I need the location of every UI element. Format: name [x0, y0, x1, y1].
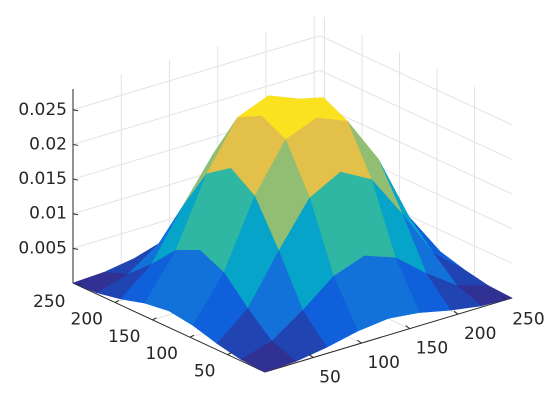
x-tick — [405, 325, 411, 330]
y-tick — [77, 282, 82, 286]
y-tick-label: 50 — [194, 362, 216, 382]
surface-patch — [240, 340, 297, 373]
x-tick — [308, 354, 314, 358]
y-tick-label: 150 — [108, 327, 140, 347]
y-tick-label: 100 — [146, 344, 178, 364]
x-tick — [357, 339, 362, 344]
x-tick — [501, 296, 507, 301]
x-tick-label: 250 — [512, 310, 544, 330]
z-tick — [72, 178, 79, 181]
x-tick — [453, 310, 459, 315]
y-tick — [227, 352, 232, 356]
z-tick-label: 0.015 — [18, 169, 67, 189]
z-tick-label: 0.01 — [29, 204, 67, 224]
z-tick — [72, 109, 79, 112]
grid-line — [319, 35, 513, 126]
grid-line — [72, 69, 321, 145]
z-tick — [72, 213, 79, 216]
z-tick-label: 0.005 — [18, 238, 67, 258]
y-tick — [189, 334, 195, 338]
y-tick-label: 200 — [71, 309, 103, 329]
z-tick-label: 0.025 — [18, 100, 67, 120]
axis-line — [72, 282, 266, 373]
x-tick-label: 50 — [319, 368, 341, 388]
grid-line — [319, 69, 513, 160]
x-tick-label: 200 — [464, 324, 496, 344]
grid-line — [319, 104, 513, 195]
grid-line — [72, 35, 321, 111]
z-tick — [72, 143, 79, 146]
y-tick — [114, 300, 120, 303]
x-tick-label: 100 — [367, 353, 399, 373]
axis-line — [264, 297, 513, 373]
z-tick — [72, 247, 79, 250]
y-tick — [152, 317, 157, 321]
x-tick-label: 150 — [416, 339, 448, 359]
y-tick-label: 250 — [33, 292, 65, 312]
z-tick-label: 0.02 — [29, 134, 67, 154]
